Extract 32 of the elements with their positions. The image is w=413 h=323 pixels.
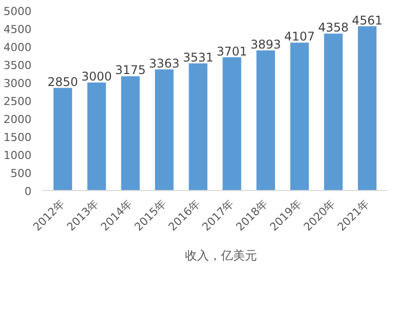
y-tick-label: 500 xyxy=(10,167,32,180)
y-tick-label: 5000 xyxy=(4,5,32,18)
y-tick-label: 2000 xyxy=(4,113,32,126)
bar xyxy=(87,82,106,190)
data-label: 4107 xyxy=(284,30,315,44)
y-tick-label: 4000 xyxy=(4,41,32,54)
data-label: 3893 xyxy=(250,37,282,52)
bar xyxy=(256,50,276,190)
data-label: 4358 xyxy=(318,20,349,35)
data-label: 3000 xyxy=(81,70,112,84)
bar xyxy=(53,88,72,190)
bar xyxy=(121,76,140,190)
bar xyxy=(290,42,309,190)
bar xyxy=(154,69,174,190)
data-label: 4561 xyxy=(352,13,382,28)
y-tick-label: 2500 xyxy=(4,95,32,108)
bar xyxy=(324,34,343,190)
y-tick-label: 0 xyxy=(24,185,32,198)
bar xyxy=(358,26,377,190)
data-label: 2850 xyxy=(48,74,78,89)
y-tick-label: 3000 xyxy=(4,77,32,90)
data-label: 3531 xyxy=(182,50,214,64)
bar xyxy=(188,63,208,190)
data-label: 3363 xyxy=(148,56,180,70)
y-tick-label: 1000 xyxy=(4,149,32,162)
y-tick-label: 3500 xyxy=(4,59,32,72)
y-tick-label: 4500 xyxy=(4,23,32,36)
y-tick-label: 1500 xyxy=(4,131,32,144)
bar xyxy=(222,57,242,190)
data-label: 3701 xyxy=(216,44,248,58)
text: 收入，亿美元 xyxy=(185,248,257,264)
data-label: 3175 xyxy=(115,63,146,78)
